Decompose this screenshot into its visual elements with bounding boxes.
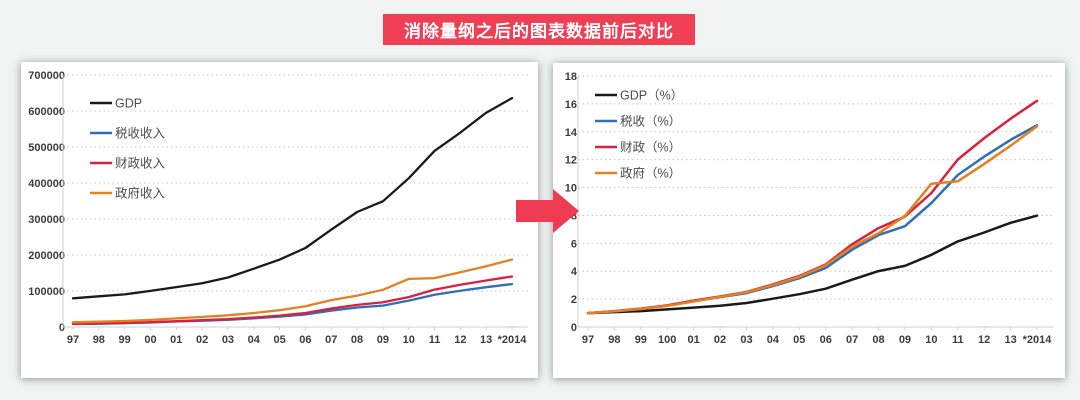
x-tick-label: 04 bbox=[248, 334, 261, 346]
x-tick-label: 98 bbox=[608, 334, 620, 346]
series-line bbox=[71, 282, 514, 326]
series-line bbox=[586, 214, 1039, 315]
legend-label: 税收（%） bbox=[620, 115, 681, 129]
y-tick-label: 8 bbox=[571, 210, 577, 222]
y-tick-label: 14 bbox=[565, 127, 578, 139]
y-tick-label: 0 bbox=[59, 322, 65, 334]
legend-label: 财政（%） bbox=[620, 141, 681, 155]
x-tick-label: 13 bbox=[480, 334, 492, 346]
series-line bbox=[586, 124, 1039, 315]
y-tick-label: 10 bbox=[565, 183, 577, 195]
x-tick-label: 01 bbox=[688, 334, 700, 346]
legend-label: 财政收入 bbox=[115, 157, 166, 171]
x-tick-label: 05 bbox=[793, 334, 805, 346]
x-tick-label: 07 bbox=[846, 334, 858, 346]
y-tick-label: 0 bbox=[571, 322, 577, 334]
x-tick-label: 02 bbox=[714, 334, 726, 346]
legend-label: 政府（%） bbox=[620, 166, 681, 181]
x-tick-label: 04 bbox=[767, 334, 780, 346]
legend-label: GDP（%） bbox=[620, 89, 683, 103]
x-tick-label: 08 bbox=[872, 334, 884, 346]
x-tick-label: *2014 bbox=[1023, 334, 1053, 346]
y-tick-label: 16 bbox=[565, 99, 577, 111]
x-tick-label: 11 bbox=[429, 334, 441, 346]
y-tick-label: 4 bbox=[571, 266, 578, 278]
x-tick-label: 03 bbox=[222, 334, 234, 346]
x-tick-label: 07 bbox=[325, 334, 337, 346]
banner-title: 消除量纲之后的图表数据前后对比 bbox=[404, 22, 674, 41]
x-tick-label: 12 bbox=[978, 334, 990, 346]
y-tick-label: 300000 bbox=[28, 214, 65, 226]
x-tick-label: 10 bbox=[403, 334, 415, 346]
x-tick-label: 12 bbox=[454, 334, 466, 346]
x-tick-label: 03 bbox=[740, 334, 752, 346]
x-tick-label: 13 bbox=[1004, 334, 1016, 346]
title-banner: 消除量纲之后的图表数据前后对比 bbox=[383, 14, 695, 45]
x-tick-label: 00 bbox=[144, 334, 156, 346]
y-tick-label: 600000 bbox=[28, 106, 65, 118]
y-tick-label: 6 bbox=[571, 238, 577, 250]
legend-label: 税收收入 bbox=[115, 127, 166, 141]
x-tick-label: 08 bbox=[351, 334, 363, 346]
y-tick-label: 12 bbox=[565, 155, 577, 167]
y-tick-label: 18 bbox=[565, 71, 577, 83]
x-tick-label: 98 bbox=[93, 334, 105, 346]
y-tick-label: 200000 bbox=[28, 250, 65, 262]
right-arrow-shape bbox=[516, 189, 579, 233]
chart-panel-original: 0 100000 200000 300000 400000 500000 600000 700… bbox=[21, 62, 538, 378]
x-tick-label: 11 bbox=[952, 334, 964, 346]
series-line bbox=[71, 96, 514, 300]
x-tick-label: 10 bbox=[925, 334, 937, 346]
series-line bbox=[71, 258, 514, 324]
y-tick-label: 400000 bbox=[28, 178, 65, 190]
x-tick-label: 100 bbox=[658, 334, 676, 346]
x-tick-label: 06 bbox=[299, 334, 311, 346]
transform-arrow-icon bbox=[516, 189, 579, 233]
chart-panel-indexed: 0 2 4 6 8 10 12 14 16 18 97 98 99 100 01 02 03 04 05 06 07 08… bbox=[553, 63, 1065, 378]
x-tick-label: 01 bbox=[170, 334, 182, 346]
x-tick-label: 02 bbox=[196, 334, 208, 346]
x-tick-label: 09 bbox=[899, 334, 911, 346]
line-chart-original-values: 0 100000 200000 300000 400000 500000 600000 700… bbox=[28, 70, 528, 346]
series-line bbox=[71, 275, 514, 326]
x-tick-label: 06 bbox=[820, 334, 832, 346]
x-tick-label: 05 bbox=[273, 334, 285, 346]
x-tick-label: 97 bbox=[582, 334, 594, 346]
y-tick-label: 700000 bbox=[28, 70, 65, 82]
x-tick-label: 09 bbox=[377, 334, 389, 346]
x-tick-label: 99 bbox=[119, 334, 131, 346]
y-tick-label: 500000 bbox=[28, 142, 65, 154]
x-tick-label: 97 bbox=[67, 334, 79, 346]
series-line bbox=[586, 99, 1039, 315]
legend-label: GDP bbox=[115, 97, 142, 111]
legend-label: 政府收入 bbox=[115, 186, 166, 201]
x-tick-label: *2014 bbox=[498, 334, 528, 346]
y-tick-label: 2 bbox=[571, 294, 577, 306]
y-tick-label: 100000 bbox=[28, 286, 65, 298]
x-tick-label: 99 bbox=[635, 334, 647, 346]
